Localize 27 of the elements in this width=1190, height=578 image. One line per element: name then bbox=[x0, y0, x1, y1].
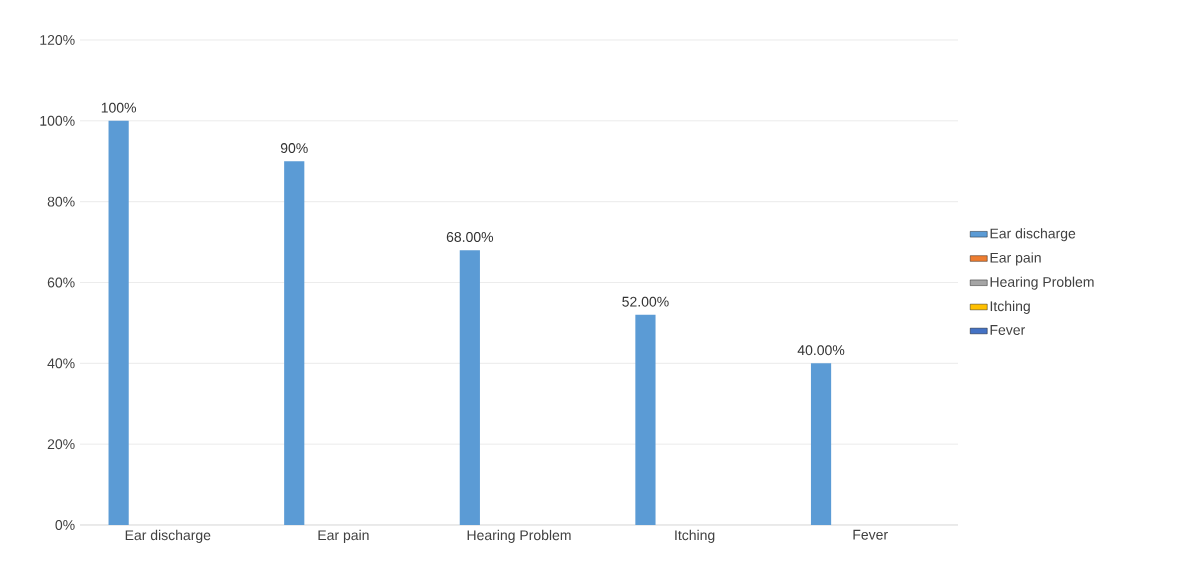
bar bbox=[459, 250, 480, 525]
x-tick-label: Fever bbox=[853, 529, 888, 540]
data-label: 52.00% bbox=[622, 296, 669, 307]
bar bbox=[284, 161, 305, 525]
x-tick-label: Ear pain bbox=[318, 529, 369, 543]
y-tick-label: 40% bbox=[47, 358, 75, 369]
x-tick-label: Itching bbox=[675, 529, 715, 543]
data-label: 40.00% bbox=[797, 345, 845, 356]
data-label: 90% bbox=[280, 143, 308, 154]
x-tick-label: Ear discharge bbox=[125, 529, 211, 543]
data-label: 100% bbox=[101, 102, 137, 113]
data-label: 68.00% bbox=[446, 232, 494, 242]
bar bbox=[810, 363, 832, 525]
bar bbox=[635, 314, 656, 525]
x-tick-label: Hearing Problem bbox=[467, 529, 571, 543]
legend-label: Hearing Problem bbox=[990, 276, 1094, 290]
legend-label: Ear discharge bbox=[990, 228, 1076, 242]
legend-label: Itching bbox=[990, 300, 1030, 314]
legend-label: Ear pain bbox=[990, 252, 1041, 266]
y-tick-label: 60% bbox=[47, 277, 75, 288]
y-tick-label: 20% bbox=[47, 439, 75, 450]
legend-label: Fever bbox=[990, 325, 1026, 335]
y-tick-label: 120% bbox=[40, 35, 75, 45]
y-tick-label: 0% bbox=[55, 520, 75, 530]
y-tick-label: 100% bbox=[40, 115, 75, 126]
bar bbox=[108, 120, 129, 525]
y-tick-label: 80% bbox=[47, 196, 75, 207]
